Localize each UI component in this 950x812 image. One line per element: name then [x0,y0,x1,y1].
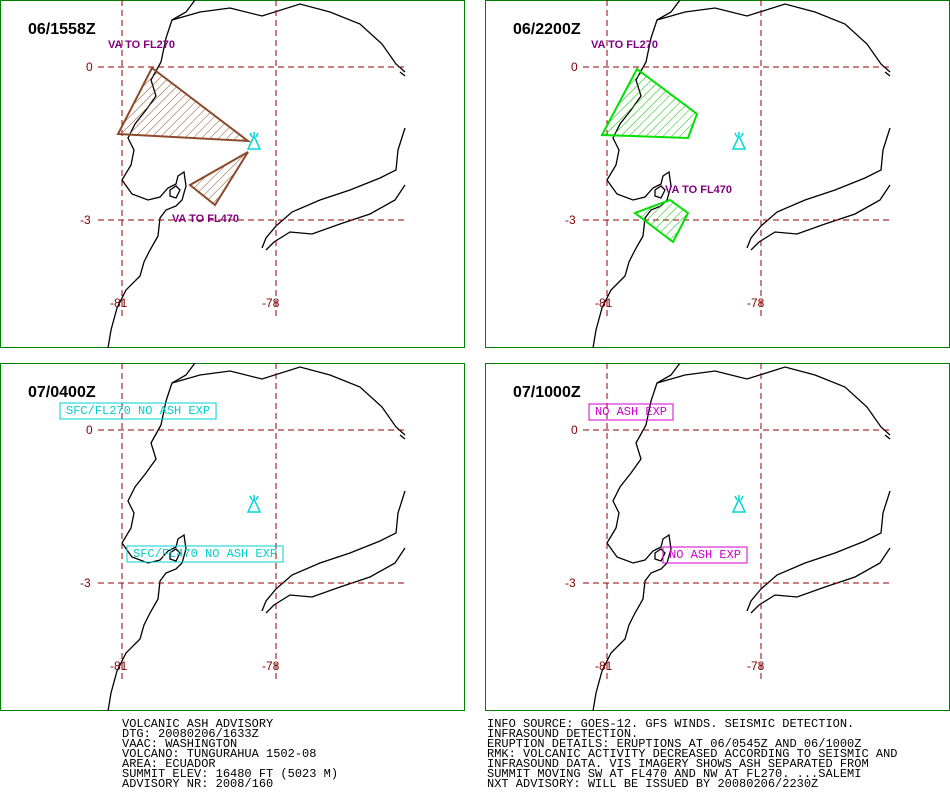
advisory-line: DTG: 20080206/1633Z [122,727,259,741]
coastline [261,490,406,612]
coastline [265,547,406,614]
lon-label: -78 [262,296,280,310]
remark-line: INFRASOUND DETECTION. [487,727,638,741]
ash-annotation: NO ASH EXP [595,405,667,419]
lon-label: -81 [110,659,128,673]
valid-time: 06/2200Z [513,21,581,38]
panel-frame [485,363,950,711]
lat-label: 0 [86,423,93,437]
coastline [656,366,891,440]
remark-line: SUMMIT MOVING SW AT FL470 AND NW AT FL27… [487,767,861,781]
ash-cloud [188,151,249,207]
map [583,363,891,711]
coastline [592,363,681,711]
lat-label: 0 [571,423,578,437]
lon-label: -78 [262,659,280,673]
coastline [107,363,196,711]
map [98,0,406,348]
map-panel: 0 -3 -81 -78 07/0400Z SFC/FL270 NO ASH EXP SFC… [0,363,465,711]
annotation-box [662,546,748,564]
remark-line: INFRASOUND DATA. VIS IMAGERY SHOWS ASH S… [487,757,869,771]
remark-line: RMK: VOLCANIC ACTIVITY DECREASED ACCORDI… [487,747,897,761]
volcano-icon [731,495,747,513]
lon-label: -78 [747,296,765,310]
annotation-box [588,403,674,421]
volcano-icon [731,132,747,150]
ash-annotation: VA TO FL270 [591,39,658,51]
coastline [746,490,891,612]
valid-time: 06/1558Z [28,21,96,38]
remark-line: ERUPTION DETAILS: ERUPTIONS AT 06/0545Z … [487,737,861,751]
lat-label: 0 [571,60,578,74]
remark-line: NXT ADVISORY: WILL BE ISSUED BY 20080206… [487,777,818,791]
coastline [656,3,891,77]
lat-label: -3 [565,213,576,227]
map-panel: 0 -3 -81 -78 06/1558Z VA TO FL270 VA TO FL470 [0,0,465,348]
coastline [265,184,406,251]
coastline [750,547,891,614]
advisory-line: ADVISORY NR: 2008/160 [122,777,273,791]
valid-time: 07/0400Z [28,384,96,401]
map [583,0,891,348]
ash-annotation: VA TO FL470 [665,184,732,196]
map-panel: 0 -3 -81 -78 07/1000Z NO ASH EXP NO ASH EXP [485,363,950,711]
ash-cloud [116,66,252,143]
ash-cloud [632,198,690,244]
remark-line: INFO SOURCE: GOES-12. GFS WINDS. SEISMIC… [487,717,854,731]
volcano-icon [246,132,262,150]
lon-label: -81 [110,296,128,310]
volcano-icon [246,495,262,513]
ash-annotation: VA TO FL270 [108,39,175,51]
advisory-line: VAAC: WASHINGTON [122,737,237,751]
coastline [169,185,181,199]
coastline [261,127,406,249]
ash-annotation: VA TO FL470 [172,213,239,225]
advisory-line: AREA: ECUADOR [122,757,216,771]
advisory-line: VOLCANIC ASH ADVISORY [122,717,273,731]
ash-annotation: SFC/FL270 NO ASH EXP [66,404,210,418]
advisory-line: SUMMIT ELEV: 16480 FT (5023 M) [122,767,338,781]
coastline [169,548,181,562]
lat-label: -3 [80,213,91,227]
lon-label: -78 [747,659,765,673]
lat-label: 0 [86,60,93,74]
annotation-box [59,402,217,420]
ash-cloud [600,67,699,140]
lat-label: -3 [565,576,576,590]
coastline [750,184,891,251]
lat-label: -3 [80,576,91,590]
panel-frame [485,0,950,348]
coastline [654,185,666,199]
lon-label: -81 [595,296,613,310]
coastline [746,127,891,249]
map [98,363,406,711]
advisory-line: VOLCANO: TUNGURAHUA 1502-08 [122,747,316,761]
ash-annotation: SFC/FL470 NO ASH EXP [133,547,277,561]
coastline [171,3,406,77]
valid-time: 07/1000Z [513,384,581,401]
lon-label: -81 [595,659,613,673]
coastline [171,366,406,440]
ash-annotation: NO ASH EXP [669,548,741,562]
annotation-box [126,545,284,563]
map-panel: 0 -3 -81 -78 06/2200Z VA TO FL270 VA TO FL470 [485,0,950,348]
